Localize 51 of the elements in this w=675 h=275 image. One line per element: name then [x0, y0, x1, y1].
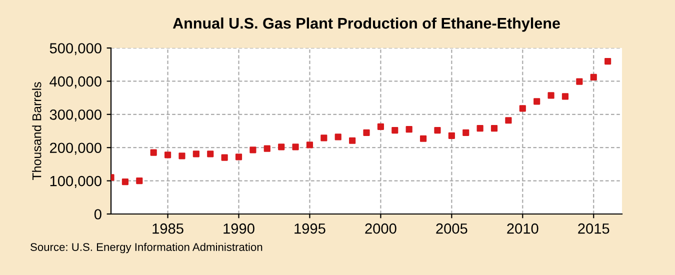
point: [377, 123, 384, 130]
point: [519, 105, 526, 112]
point: [349, 137, 356, 144]
x-tick-label: 2000: [365, 223, 396, 234]
point: [420, 135, 427, 142]
point: [576, 78, 583, 85]
y-tick-label: 200,000: [50, 142, 102, 155]
point: [462, 129, 470, 136]
point: [505, 117, 512, 124]
point: [278, 144, 285, 150]
point: [590, 74, 597, 81]
point: [448, 132, 455, 139]
y-tick-label: 300,000: [50, 110, 102, 122]
point: [306, 142, 314, 148]
point: [221, 154, 228, 161]
source-note: Source: U.S. Energy Information Administration: [30, 242, 262, 254]
point: [320, 134, 328, 142]
point: [136, 178, 143, 184]
x-tick-label: 1985: [152, 223, 184, 234]
point: [476, 125, 484, 132]
point: [562, 93, 569, 100]
point: [406, 126, 412, 133]
x-tick-label: 1990: [224, 223, 254, 234]
y-tick-label: 500,000: [50, 43, 102, 56]
point: [250, 146, 256, 154]
point: [122, 178, 128, 186]
point: [207, 150, 214, 158]
y-axis-title: Thousand Barrels: [32, 82, 42, 180]
x-tick-label: 2010: [507, 223, 538, 234]
y-tick-label: 0: [94, 209, 102, 220]
point: [164, 152, 172, 158]
point: [392, 127, 398, 134]
point: [490, 125, 498, 132]
point: [264, 145, 270, 152]
x-tick-label: 1995: [294, 223, 326, 234]
point: [150, 149, 157, 156]
x-tick-label: 2015: [578, 223, 610, 234]
point: [534, 98, 540, 105]
point: [363, 129, 370, 136]
point: [235, 154, 242, 160]
point: [192, 150, 200, 158]
point: [434, 127, 441, 134]
y-tick-label: 100,000: [50, 176, 102, 188]
point: [604, 58, 612, 65]
x-tick-label: 2005: [436, 223, 468, 234]
point: [334, 134, 342, 140]
y-tick-label: 400,000: [50, 76, 102, 88]
chart-title: Annual U.S. Gas Plant Production of Ethane-Ethylene: [172, 17, 560, 32]
point: [178, 152, 186, 160]
point: [292, 144, 299, 150]
point: [548, 92, 554, 99]
